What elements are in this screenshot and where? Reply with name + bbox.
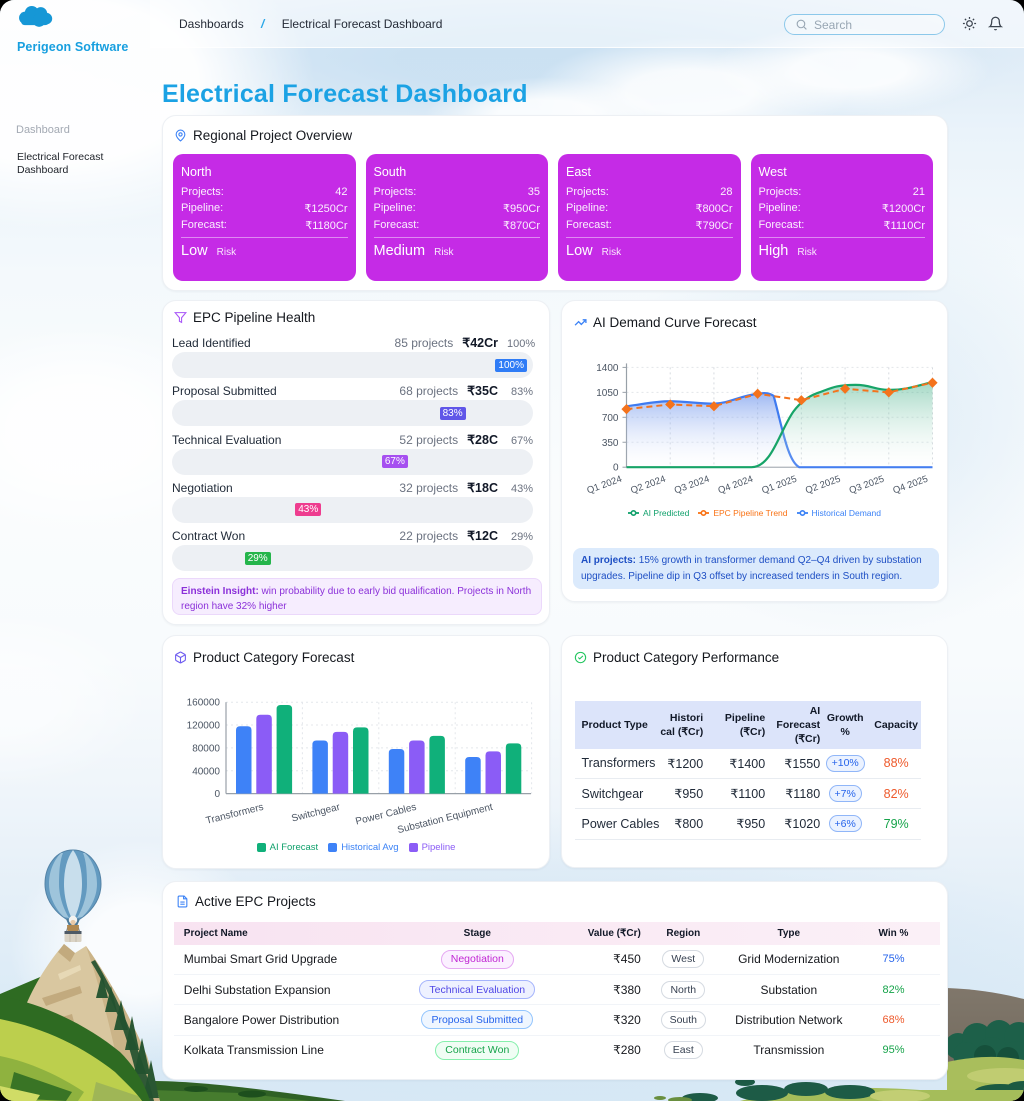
svg-text:Switchgear: Switchgear [291, 802, 342, 825]
svg-text:Transformers: Transformers [205, 802, 265, 827]
svg-text:350: 350 [602, 438, 619, 449]
svg-text:40000: 40000 [192, 766, 220, 777]
svg-text:0: 0 [613, 463, 619, 474]
svg-text:Q2 2024: Q2 2024 [629, 474, 667, 497]
svg-text:Q2 2025: Q2 2025 [804, 474, 842, 497]
svg-text:0: 0 [214, 789, 220, 800]
svg-text:Q1 2025: Q1 2025 [760, 474, 798, 497]
svg-text:1050: 1050 [596, 388, 619, 399]
svg-text:Q3 2025: Q3 2025 [848, 474, 886, 497]
svg-text:Q3 2024: Q3 2024 [673, 474, 711, 497]
svg-text:120000: 120000 [187, 721, 221, 732]
svg-text:Q1 2024: Q1 2024 [586, 474, 624, 497]
svg-text:700: 700 [602, 413, 619, 424]
svg-text:160000: 160000 [187, 698, 221, 709]
svg-text:Q4 2025: Q4 2025 [892, 474, 930, 497]
svg-text:80000: 80000 [192, 743, 220, 754]
svg-text:Q4 2024: Q4 2024 [717, 474, 755, 497]
svg-text:1400: 1400 [596, 363, 619, 374]
